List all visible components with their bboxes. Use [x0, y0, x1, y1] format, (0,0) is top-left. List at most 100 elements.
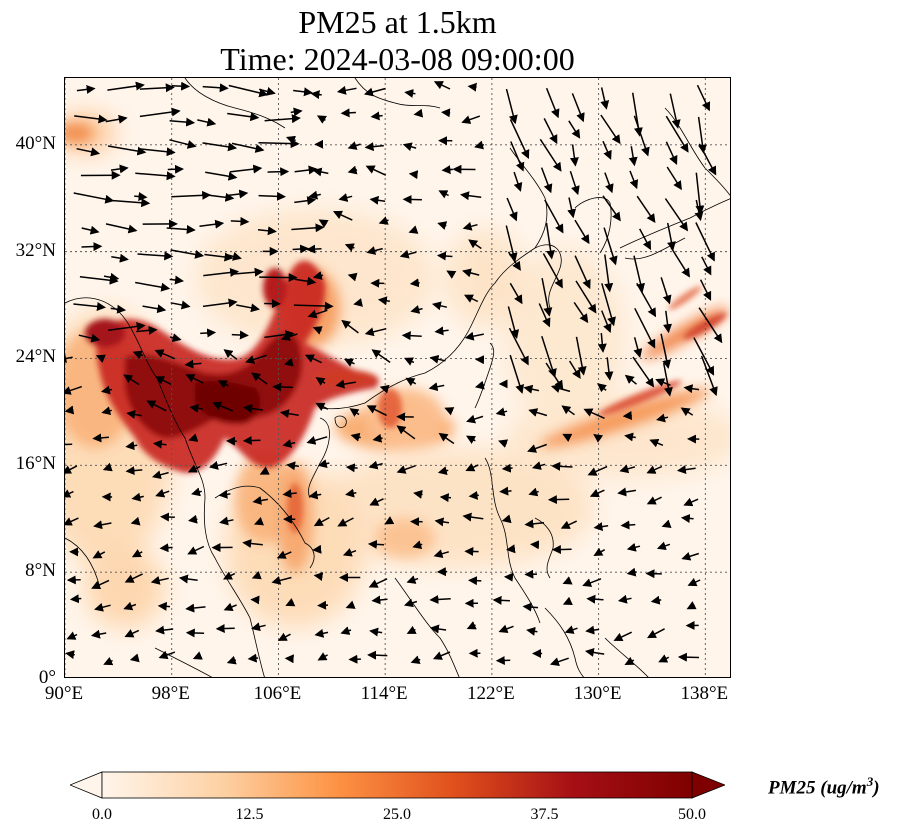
wind-arrow — [568, 360, 581, 379]
wind-arrow — [550, 384, 571, 393]
wind-arrow — [159, 543, 173, 553]
wind-arrow — [670, 246, 690, 278]
wind-arrow — [157, 601, 171, 611]
wind-arrow — [602, 195, 621, 222]
wind-arrow — [169, 117, 196, 127]
wind-arrow — [151, 470, 169, 480]
wind-arrow — [613, 631, 633, 642]
wind-arrow — [188, 514, 198, 524]
wind-arrow — [205, 171, 238, 181]
wind-arrow — [396, 464, 416, 474]
wind-arrow — [433, 549, 450, 559]
wind-arrow — [185, 628, 205, 638]
wind-arrow — [506, 197, 518, 222]
latitude-tick-label: 16°N — [15, 453, 56, 475]
wind-arrow — [676, 465, 696, 475]
wind-arrow — [656, 413, 669, 423]
wind-arrow — [602, 140, 612, 160]
wind-arrow — [528, 408, 548, 417]
wind-arrow — [345, 463, 358, 473]
wind-arrow — [293, 301, 334, 311]
wind-arrow — [567, 197, 577, 219]
wind-arrow — [593, 547, 606, 557]
wind-arrow — [229, 164, 263, 174]
wind-arrow — [439, 493, 452, 503]
wind-arrow — [694, 199, 704, 222]
wind-arrow — [365, 165, 387, 176]
wind-arrow — [252, 496, 269, 505]
wind-arrow — [189, 403, 203, 413]
wind-arrow — [437, 466, 449, 476]
wind-arrow — [384, 516, 395, 525]
wind-arrow — [124, 573, 143, 583]
wind-arrow — [306, 436, 328, 445]
wind-arrow — [199, 219, 225, 229]
wind-arrow — [429, 594, 451, 604]
wind-arrow — [307, 309, 328, 319]
wind-arrow — [283, 357, 294, 367]
wind-arrow — [438, 190, 449, 199]
wind-arrow — [236, 303, 260, 313]
wind-arrow — [187, 545, 205, 555]
longitude-tick-label: 98°E — [151, 683, 190, 704]
wind-arrow — [547, 495, 570, 505]
wind-arrow — [317, 652, 328, 661]
wind-arrow — [200, 328, 217, 338]
wind-arrow — [370, 111, 383, 121]
colorbar-tick-label: 50.0 — [678, 806, 706, 823]
wind-arrow — [312, 271, 324, 280]
wind-arrow — [332, 210, 353, 221]
wind-arrow — [617, 594, 632, 604]
wind-arrow — [506, 544, 516, 554]
wind-arrow — [539, 138, 562, 172]
wind-arrow — [660, 333, 672, 369]
wind-arrow — [650, 595, 662, 605]
wind-arrow — [347, 141, 361, 150]
wind-arrow — [107, 81, 145, 91]
wind-arrow — [573, 301, 589, 324]
wind-arrow — [264, 114, 301, 124]
wind-arrow — [372, 433, 383, 443]
wind-arrow — [126, 410, 142, 419]
wind-arrow — [78, 333, 101, 343]
wind-arrow — [233, 267, 264, 277]
wind-arrow — [405, 377, 417, 387]
latitude-tick-label: 32°N — [15, 239, 56, 261]
wind-arrow — [624, 432, 636, 442]
wind-arrow — [597, 333, 607, 353]
wind-arrow — [499, 486, 512, 496]
wind-arrow — [271, 576, 292, 585]
wind-arrow — [544, 199, 564, 234]
wind-arrow — [413, 489, 423, 499]
wind-arrow — [410, 655, 421, 665]
wind-arrow — [446, 270, 457, 279]
wind-arrow — [188, 433, 199, 442]
wind-arrow — [251, 372, 268, 385]
wind-arrow — [628, 146, 638, 167]
wind-arrow — [192, 651, 203, 660]
wind-arrow — [203, 267, 240, 277]
wind-arrow — [505, 88, 518, 125]
wind-arrow — [204, 252, 234, 262]
wind-arrow — [76, 84, 96, 94]
wind-arrow — [403, 357, 415, 366]
wind-arrow — [465, 435, 477, 444]
wind-arrow — [408, 225, 419, 234]
wind-arrow — [125, 441, 138, 451]
colorbar-tick-label: 12.5 — [235, 806, 264, 823]
wind-arrow — [317, 600, 329, 610]
wind-arrow — [495, 407, 508, 417]
wind-arrow — [197, 117, 217, 127]
wind-vectors — [65, 81, 723, 666]
wind-arrow — [429, 354, 446, 364]
wind-arrow — [218, 489, 231, 499]
wind-arrow — [137, 251, 174, 261]
wind-arrow — [136, 325, 158, 335]
wind-arrow — [624, 374, 637, 385]
wind-arrow — [468, 576, 482, 586]
wind-arrow — [701, 256, 712, 276]
colorbar-title: PM25 (ug/m3) — [768, 774, 880, 799]
wind-arrow — [636, 195, 656, 224]
wind-arrow — [575, 336, 587, 376]
wind-arrow — [646, 465, 663, 474]
